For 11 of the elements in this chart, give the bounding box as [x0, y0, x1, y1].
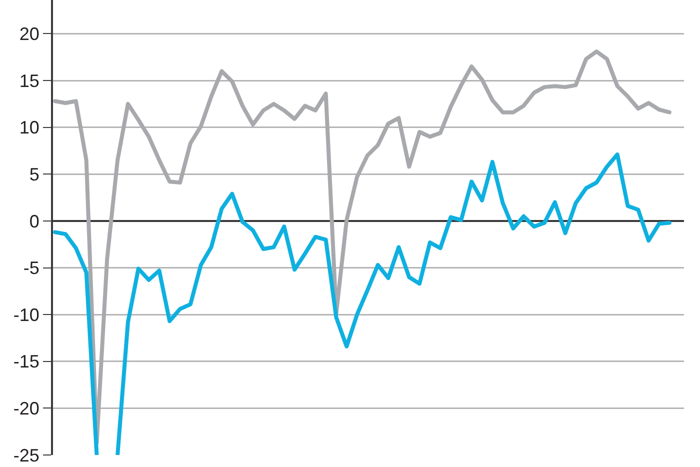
- y-tick-label: -20: [13, 398, 40, 418]
- y-tick-label: 20: [19, 24, 40, 44]
- y-tick-label: -10: [13, 304, 40, 325]
- line-series: [53, 49, 672, 445]
- y-tick-label: -5: [23, 258, 40, 278]
- y-tick-label: 0: [29, 211, 40, 232]
- y-tick-label: 5: [29, 164, 40, 184]
- y-tick-label: 15: [19, 70, 40, 91]
- y-tick-label: -15: [13, 352, 40, 372]
- y-tick-label: -25: [13, 445, 40, 466]
- y-tick-label: 10: [19, 118, 40, 138]
